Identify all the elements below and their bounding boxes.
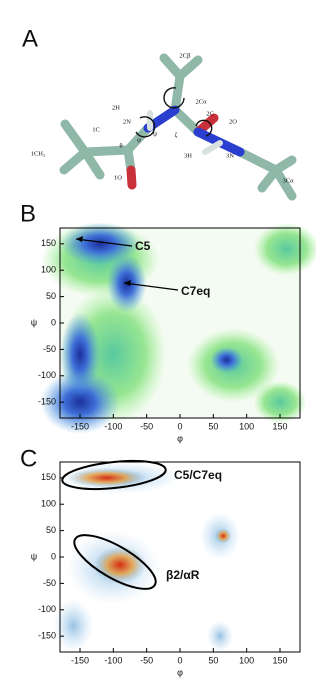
arrow (75, 238, 133, 247)
density-region (60, 312, 100, 398)
atom-label: 3H (184, 152, 192, 159)
point-cloud (206, 620, 234, 653)
y-tick-label: -100 (38, 604, 56, 614)
arrow (123, 282, 179, 291)
x-axis-label: φ (177, 433, 183, 443)
annotation: C5/C7eq (174, 468, 222, 482)
y-tick-label: 150 (41, 238, 56, 248)
y-tick-label: 50 (46, 525, 56, 535)
x-tick-label: -150 (71, 655, 89, 665)
atom-label: 1O (114, 174, 122, 181)
x-axis-label: φ (177, 667, 183, 677)
atom-label: ζ (175, 131, 178, 138)
point-cloud (93, 546, 147, 584)
x-tick-label: -100 (104, 655, 122, 665)
atom-label: 2Cβ (180, 52, 192, 59)
x-tick-label: 150 (272, 421, 287, 431)
x-tick-label: -100 (104, 421, 122, 431)
x-tick-label: -150 (71, 421, 89, 431)
atom-label: φ (137, 136, 141, 143)
y-tick-label: 100 (41, 265, 56, 275)
x-tick-label: 0 (177, 655, 182, 665)
heatmap-panel: C5 C7eq -150 -100 -50 0 50 100 150 -150 -100 -50 0 50… (31, 222, 316, 443)
atom-label: 2H (112, 104, 120, 111)
density-region (60, 222, 140, 266)
atom-label: 2N (123, 118, 131, 125)
x-tick-label: 50 (208, 421, 218, 431)
atom-label: 1C (92, 126, 100, 133)
panel-label: B (20, 200, 36, 227)
cluster-outline (73, 534, 157, 590)
y-tick-label: -150 (38, 631, 56, 641)
point-cloud (67, 468, 147, 488)
panel-label: C (20, 445, 37, 472)
y-axis-label: ψ (31, 551, 37, 561)
annotation: C5 (135, 239, 151, 253)
molecule: 2Cβ 2H 2Cα 2N 1C 2C 2O θ φ ψ ζ 3H 3N 1CH₃ 1O 3Cα (31, 52, 297, 201)
y-tick-label: -150 (38, 397, 56, 407)
y-tick-label: -50 (43, 344, 56, 354)
scatter-panel: C5/C7eq β2/αR -150 -100 -50 0 50 100 150 -150 -100… (31, 459, 301, 677)
x-tick-label: 0 (177, 421, 182, 431)
y-tick-label: 0 (51, 551, 56, 561)
x-tick-label: -50 (140, 421, 153, 431)
atom-label: 2O (229, 118, 237, 125)
y-tick-label: -50 (43, 578, 56, 588)
x-tick-label: 100 (239, 421, 254, 431)
atom-label: θ (119, 142, 122, 149)
atom-label: 3N (226, 152, 234, 159)
x-tick-label: -50 (140, 655, 153, 665)
atom-label: 2C (206, 110, 214, 117)
annotation: β2/αR (166, 568, 200, 582)
x-tick-label: 50 (208, 655, 218, 665)
atom-label: ψ (153, 130, 157, 137)
y-tick-label: 100 (41, 499, 56, 509)
point-cloud (215, 528, 232, 544)
atom-label: 3Cα (283, 177, 295, 184)
density-region (210, 346, 244, 374)
atom-label: 2Cα (196, 98, 208, 105)
y-tick-label: 150 (41, 472, 56, 482)
arrowhead (76, 236, 83, 242)
x-tick-label: 150 (272, 655, 287, 665)
y-tick-label: -100 (38, 370, 56, 380)
annotation: C7eq (181, 284, 210, 298)
density-region (253, 380, 307, 424)
arrowhead (124, 280, 131, 286)
point-cloud (53, 599, 94, 653)
y-tick-label: 0 (51, 317, 56, 327)
atom-label: 1CH₃ (31, 150, 46, 157)
y-axis-label: ψ (31, 317, 37, 327)
y-tick-label: 50 (46, 291, 56, 301)
panel-label: A (22, 25, 38, 52)
x-tick-label: 100 (239, 655, 254, 665)
